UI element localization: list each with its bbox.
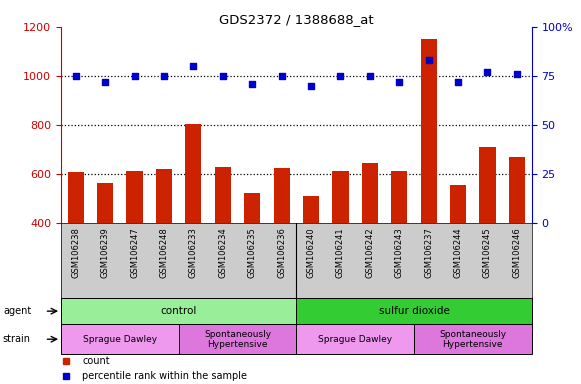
Text: Sprague Dawley: Sprague Dawley — [83, 335, 157, 344]
Text: GSM106238: GSM106238 — [71, 227, 80, 278]
Text: strain: strain — [3, 334, 31, 344]
Text: GSM106246: GSM106246 — [512, 227, 521, 278]
Text: GSM106237: GSM106237 — [424, 227, 433, 278]
Text: GSM106235: GSM106235 — [248, 227, 257, 278]
Bar — [215, 167, 231, 322]
Point — [512, 71, 522, 77]
Text: Sprague Dawley: Sprague Dawley — [318, 335, 392, 344]
Text: GSM106245: GSM106245 — [483, 227, 492, 278]
Text: count: count — [82, 356, 110, 366]
Point — [159, 73, 168, 79]
Point — [189, 63, 198, 69]
Text: agent: agent — [3, 306, 31, 316]
Point — [394, 79, 404, 85]
Text: GSM106234: GSM106234 — [218, 227, 227, 278]
Bar — [127, 170, 142, 322]
Text: sulfur dioxide: sulfur dioxide — [379, 306, 449, 316]
Point — [365, 73, 375, 79]
Bar — [274, 168, 290, 322]
Point — [218, 73, 227, 79]
Bar — [421, 39, 437, 322]
Bar — [97, 183, 113, 322]
Bar — [332, 170, 349, 322]
Text: GSM106233: GSM106233 — [189, 227, 198, 278]
Bar — [61, 324, 179, 354]
Bar — [479, 147, 496, 322]
Point — [71, 73, 80, 79]
Bar — [156, 169, 172, 322]
Bar — [296, 324, 414, 354]
Text: GSM106241: GSM106241 — [336, 227, 345, 278]
Text: GSM106248: GSM106248 — [159, 227, 168, 278]
Bar — [67, 172, 84, 322]
Bar — [244, 193, 260, 322]
Bar — [303, 196, 319, 322]
Text: GSM106243: GSM106243 — [394, 227, 404, 278]
Text: Spontaneously
Hypertensive: Spontaneously Hypertensive — [439, 329, 507, 349]
Point — [130, 73, 139, 79]
Text: control: control — [160, 306, 197, 316]
Point — [336, 73, 345, 79]
Bar — [61, 298, 296, 324]
Point — [483, 69, 492, 75]
Text: GSM106244: GSM106244 — [454, 227, 462, 278]
Bar — [450, 185, 466, 322]
Text: Spontaneously
Hypertensive: Spontaneously Hypertensive — [204, 329, 271, 349]
Text: GSM106239: GSM106239 — [101, 227, 110, 278]
Bar — [179, 324, 296, 354]
Bar — [509, 157, 525, 322]
Bar — [391, 170, 407, 322]
Point — [453, 79, 462, 85]
Text: GSM106240: GSM106240 — [307, 227, 315, 278]
Title: GDS2372 / 1388688_at: GDS2372 / 1388688_at — [219, 13, 374, 26]
Bar — [362, 163, 378, 322]
Text: GSM106242: GSM106242 — [365, 227, 374, 278]
Text: GSM106236: GSM106236 — [277, 227, 286, 278]
Point — [101, 79, 110, 85]
Point — [306, 83, 315, 89]
Text: GSM106247: GSM106247 — [130, 227, 139, 278]
Text: percentile rank within the sample: percentile rank within the sample — [82, 371, 247, 381]
Point — [424, 57, 433, 63]
Point — [248, 81, 257, 87]
Point — [277, 73, 286, 79]
Bar — [185, 124, 202, 322]
Bar — [414, 324, 532, 354]
Bar — [296, 298, 532, 324]
